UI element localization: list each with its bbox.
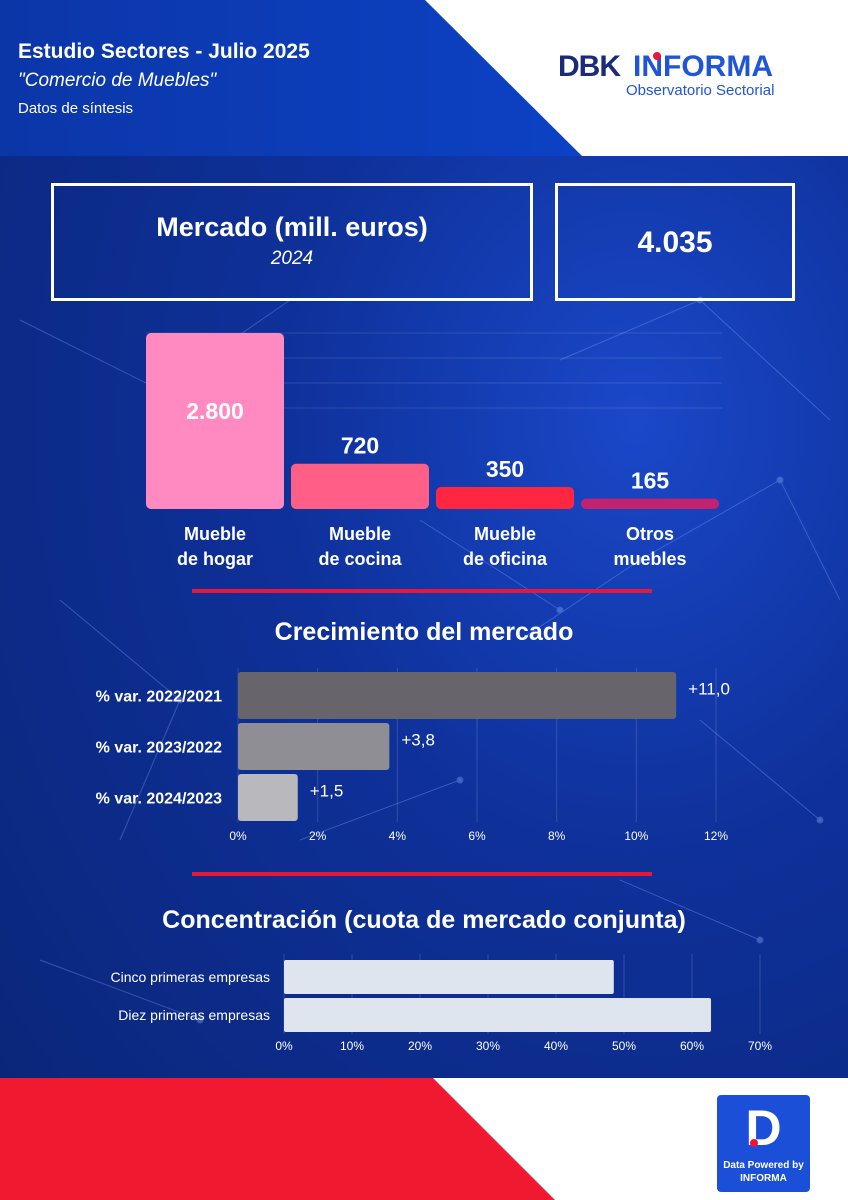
x-tick-label: 50% (612, 1039, 636, 1053)
bar-value-label: 720 (341, 433, 379, 459)
bar (146, 333, 284, 509)
market-year: 2024 (270, 248, 314, 269)
data-powered-badge: D Data Powered by INFORMA (717, 1095, 810, 1192)
bar-value-label: +11,0 (688, 680, 730, 699)
x-tick-label: 10% (340, 1039, 364, 1053)
logo-brand-dbk: DBK (558, 50, 621, 83)
market-label: Mercado (mill. euros) (156, 212, 428, 242)
category-label: Mueble (329, 524, 391, 544)
market-value-box: 4.035 (555, 183, 795, 301)
bar (284, 960, 614, 994)
logo-dot (653, 52, 661, 60)
category-label: Diez primeras empresas (118, 1007, 270, 1023)
growth-bar-chart: 0% 2% 4% 6% 8% 10% 12% % var. 2022/2021 +11,0 % v… (96, 668, 730, 843)
badge-dot (750, 1139, 758, 1147)
category-label: Otros (626, 524, 674, 544)
x-tick-label: 20% (408, 1039, 432, 1053)
market-label-box: Mercado (mill. euros) 2024 (51, 183, 533, 301)
x-tick-label: 60% (680, 1039, 704, 1053)
bar (238, 774, 298, 821)
study-caption: Datos de síntesis (18, 100, 134, 117)
x-tick-label: 10% (624, 829, 648, 843)
category-label: de cocina (318, 549, 402, 569)
logo-tagline: Observatorio Sectorial (626, 82, 775, 99)
x-tick-label: 0% (275, 1039, 293, 1053)
bar-value-label: 165 (631, 468, 670, 494)
section-divider-1 (192, 589, 652, 593)
badge-line-1: Data Powered by (723, 1160, 804, 1171)
bar (291, 463, 429, 509)
x-tick-label: 70% (748, 1039, 772, 1053)
bar (238, 723, 390, 770)
x-tick-label: 2% (309, 829, 327, 843)
growth-section-title: Crecimiento del mercado (274, 618, 574, 646)
category-label: de oficina (463, 549, 548, 569)
concentration-bar-chart: 0% 10% 20% 30% 40% 50% 60% 70% Cinco primeras em… (111, 954, 772, 1053)
x-tick-label: 40% (544, 1039, 568, 1053)
segment-bar-chart: 2.800 Mueble de hogar 720 Mueble de cocina 350… (146, 332, 722, 569)
x-tick-label: 12% (704, 829, 728, 843)
x-tick-label: 8% (548, 829, 566, 843)
category-label: de hogar (177, 549, 253, 569)
category-label: Mueble (184, 524, 246, 544)
concentration-section-title: Concentración (cuota de mercado conjunta… (162, 906, 686, 934)
badge-letter: D (745, 1100, 782, 1156)
bar (436, 487, 574, 509)
market-value: 4.035 (637, 226, 713, 259)
x-tick-label: 4% (389, 829, 407, 843)
bar (238, 672, 677, 719)
category-label: muebles (613, 549, 686, 569)
x-tick-label: 30% (476, 1039, 500, 1053)
bar (284, 998, 712, 1032)
section-divider-2 (192, 872, 652, 876)
category-label: Cinco primeras empresas (111, 969, 271, 985)
study-title: Estudio Sectores - Julio 2025 (18, 40, 310, 63)
x-tick-label: 6% (468, 829, 486, 843)
x-tick-label: 0% (229, 829, 247, 843)
study-subtitle: "Comercio de Muebles" (18, 70, 217, 91)
dbk-informa-logo: DBK INFORMA Observatorio Sectorial (558, 50, 788, 104)
category-label: % var. 2022/2021 (96, 689, 222, 706)
bar-value-label: 2.800 (186, 398, 244, 424)
bar-value-label: 350 (486, 456, 524, 482)
category-label: % var. 2023/2022 (96, 740, 222, 757)
bar (581, 498, 719, 509)
bar-value-label: +1,5 (310, 782, 344, 801)
badge-line-2: INFORMA (740, 1173, 787, 1184)
bar-value-label: +3,8 (401, 731, 435, 750)
category-label: Mueble (474, 524, 536, 544)
category-label: % var. 2024/2023 (96, 791, 222, 808)
